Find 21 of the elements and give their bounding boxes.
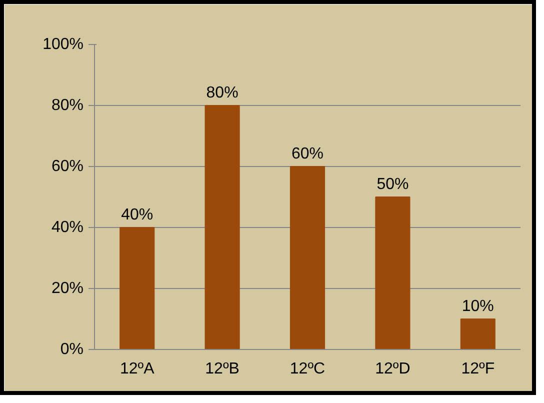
data-label: 40% (121, 206, 154, 224)
y-tick-label: 20% (51, 280, 84, 297)
data-label: 60% (291, 146, 324, 162)
y-tick-label: 0% (60, 341, 84, 358)
y-tick-label: 40% (51, 219, 84, 236)
y-tick-label: 100% (42, 36, 84, 53)
y-tick-label: 60% (51, 158, 84, 175)
bar (375, 196, 410, 350)
x-tick-label: 12ºA (120, 360, 155, 378)
y-tick-label: 80% (51, 97, 84, 114)
x-tick-label: 12ºD (375, 360, 410, 378)
data-label: 80% (206, 84, 238, 102)
x-tick-label: 12ºB (205, 360, 240, 378)
bar (460, 318, 496, 350)
x-tick-label: 12ºF (461, 360, 495, 378)
bar (120, 227, 155, 350)
bar (204, 105, 240, 350)
data-label: 10% (462, 298, 494, 315)
x-tick-label: 12ºC (290, 360, 326, 378)
data-label: 50% (376, 176, 409, 193)
bar (290, 166, 326, 350)
